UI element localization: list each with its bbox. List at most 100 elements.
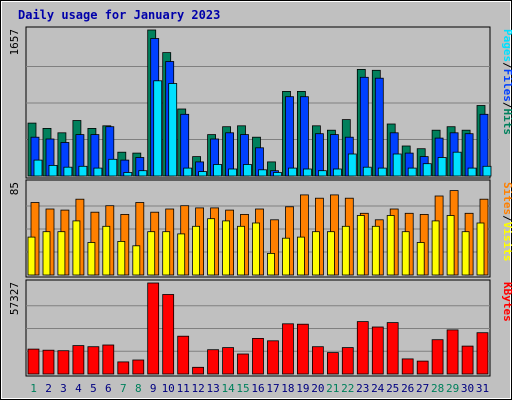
bar-kbytes-day-27 [416,360,429,375]
x-tick-day-1: 1 [30,382,37,395]
bar-visits-day-24 [371,225,380,276]
bar-pages-day-29 [452,151,462,177]
bar-visits-day-9 [147,231,156,276]
side-legend-sites-0: Sites [501,182,512,215]
x-tick-day-28: 28 [431,382,444,395]
series-pages [33,80,492,177]
bar-pages-day-14 [228,168,238,177]
side-legend-kbytes-0: KBytes [501,282,512,322]
bar-pages-day-8 [138,170,148,177]
bar-kbytes-day-11 [177,335,190,375]
bar-visits-day-27 [416,242,425,276]
bar-kbytes-day-28 [431,339,444,375]
bar-kbytes-day-5 [87,346,100,375]
bar-kbytes-day-31 [476,332,489,375]
bar-visits-day-2 [42,231,51,276]
x-tick-day-21: 21 [326,382,339,395]
bar-kbytes-day-23 [356,321,369,375]
x-tick-day-17: 17 [266,382,279,395]
bar-kbytes-day-4 [72,345,85,375]
x-tick-day-29: 29 [446,382,459,395]
side-legend: Sites/Visits [501,182,512,262]
bar-pages-day-15 [243,164,252,177]
bar-kbytes-day-24 [371,326,384,375]
bar-kbytes-day-29 [446,329,459,375]
bar-pages-day-11 [183,167,193,177]
bar-pages-day-30 [467,167,477,177]
x-tick-day-31: 31 [476,382,489,395]
bar-visits-day-14 [222,220,231,276]
x-tick-day-2: 2 [45,382,52,395]
bar-pages-day-12 [198,171,208,177]
bar-visits-day-1 [27,236,36,276]
bar-pages-day-5 [93,167,103,177]
bar-pages-day-7 [123,172,133,177]
bar-pages-day-3 [63,166,73,177]
bar-kbytes-day-8 [132,359,145,375]
x-tick-day-13: 13 [206,382,219,395]
bar-visits-day-7 [117,240,126,276]
bar-pages-day-31 [482,165,492,177]
bar-pages-day-13 [213,164,223,177]
bar-visits-day-18 [282,237,290,276]
bar-kbytes-day-19 [296,323,309,375]
bar-pages-day-25 [392,153,402,177]
x-tick-day-9: 9 [150,382,157,395]
bar-files-day-18 [285,96,294,177]
x-tick-day-3: 3 [60,382,67,395]
bar-visits-day-15 [237,225,245,276]
side-legend-slash-3: / [501,102,512,109]
x-tick-day-11: 11 [177,382,190,395]
bar-pages-day-20 [317,170,327,177]
chart-title: Daily usage for January 2023 [18,8,220,22]
bar-kbytes-day-12 [192,366,204,375]
side-legend: KBytes [501,282,512,322]
x-axis-tick-labels: 1 2 3 4 5 6 7 8 9 10 11 12 13 14 15 16 17 18 19 20 21 22 23 24 2… [30,382,489,395]
bar-kbytes-day-9 [147,282,160,375]
x-tick-day-26: 26 [401,382,414,395]
x-tick-day-20: 20 [311,382,324,395]
x-tick-day-6: 6 [105,382,112,395]
bar-pages-day-26 [407,167,417,177]
bar-kbytes-day-25 [386,322,399,375]
bar-files-day-24 [374,77,384,177]
panel-kbytes: 57327 KBytes [8,279,512,377]
bar-files-day-11 [180,113,190,177]
bar-kbytes-day-3 [57,350,70,375]
bar-kbytes-day-17 [267,340,279,375]
x-tick-day-7: 7 [120,382,127,395]
bar-kbytes-day-16 [252,337,264,375]
bar-visits-day-11 [177,233,186,276]
panel-hits-files-pages: 1657 Pages/Files/Hits [8,26,512,179]
bar-pages-day-6 [108,158,118,177]
x-tick-day-16: 16 [251,382,264,395]
bar-files-day-23 [359,76,369,177]
bar-files-day-19 [299,96,309,177]
bar-visits-day-5 [87,242,96,276]
bar-pages-day-23 [362,166,372,177]
bar-pages-day-27 [422,163,432,177]
series-kbytes [27,282,489,375]
bar-visits-day-17 [267,252,275,276]
bar-pages-day-17 [273,172,282,177]
bar-visits-day-3 [57,231,66,276]
bar-pages-day-21 [332,168,342,177]
y-axis-max-label: 1657 [8,29,21,56]
bar-kbytes-day-14 [222,347,234,375]
bar-visits-day-8 [132,245,141,276]
bar-kbytes-day-6 [102,344,115,375]
x-tick-day-10: 10 [162,382,175,395]
bar-visits-day-25 [386,215,395,276]
bar-files-day-20 [314,133,324,177]
bar-kbytes-day-22 [341,347,354,375]
x-tick-day-14: 14 [221,382,235,395]
bar-kbytes-day-21 [326,352,339,375]
side-legend: Pages/Files/Hits [501,29,512,135]
x-tick-day-22: 22 [341,382,354,395]
y-axis-max-label: 57327 [8,282,21,315]
bar-visits-day-12 [192,225,201,276]
bar-kbytes-day-26 [401,358,414,375]
side-legend-slash-1: / [501,215,512,222]
